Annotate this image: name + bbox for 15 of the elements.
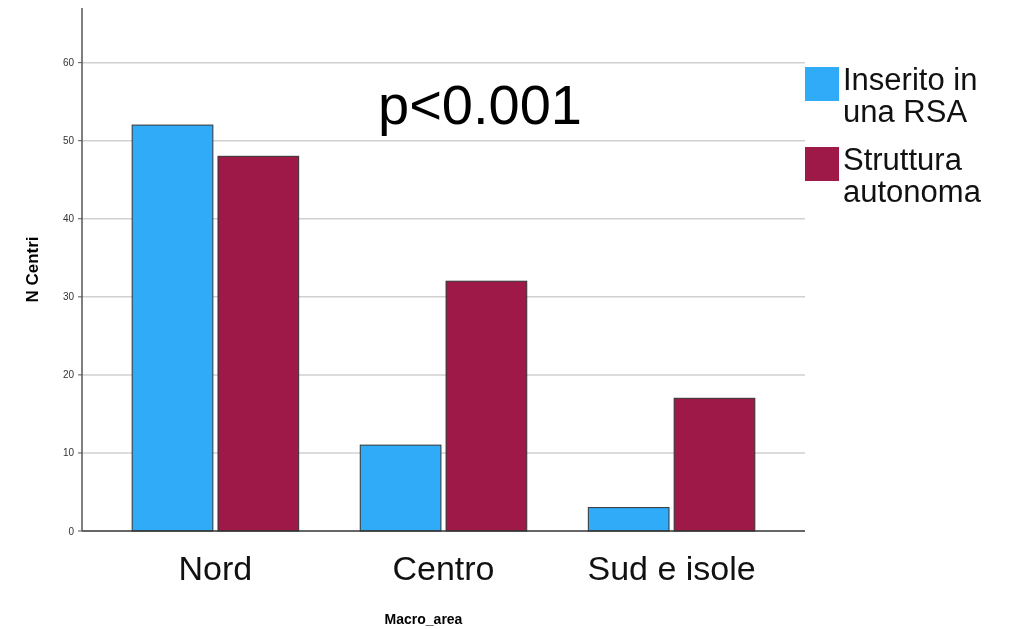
x-tick-label: Sud e isole: [587, 549, 756, 587]
annotation: p<0.001: [378, 73, 582, 136]
x-tick-label: Centro: [392, 549, 495, 587]
x-axis-title: Macro_area: [384, 611, 463, 627]
x-tick-label: Nord: [178, 549, 253, 587]
y-tick-label: 50: [62, 135, 75, 147]
y-tick-label: 40: [62, 213, 75, 225]
y-tick-label: 10: [62, 447, 75, 459]
legend-label: Struttura autonoma: [843, 142, 982, 209]
y-tick-label: 60: [62, 57, 75, 69]
y-tick-label: 30: [62, 291, 75, 303]
y-tick-label: 20: [62, 369, 75, 381]
legend-label: Inserito in una RSA: [843, 62, 978, 129]
y-tick-label: 0: [68, 525, 75, 537]
y-axis-title: N Centri: [23, 236, 42, 303]
